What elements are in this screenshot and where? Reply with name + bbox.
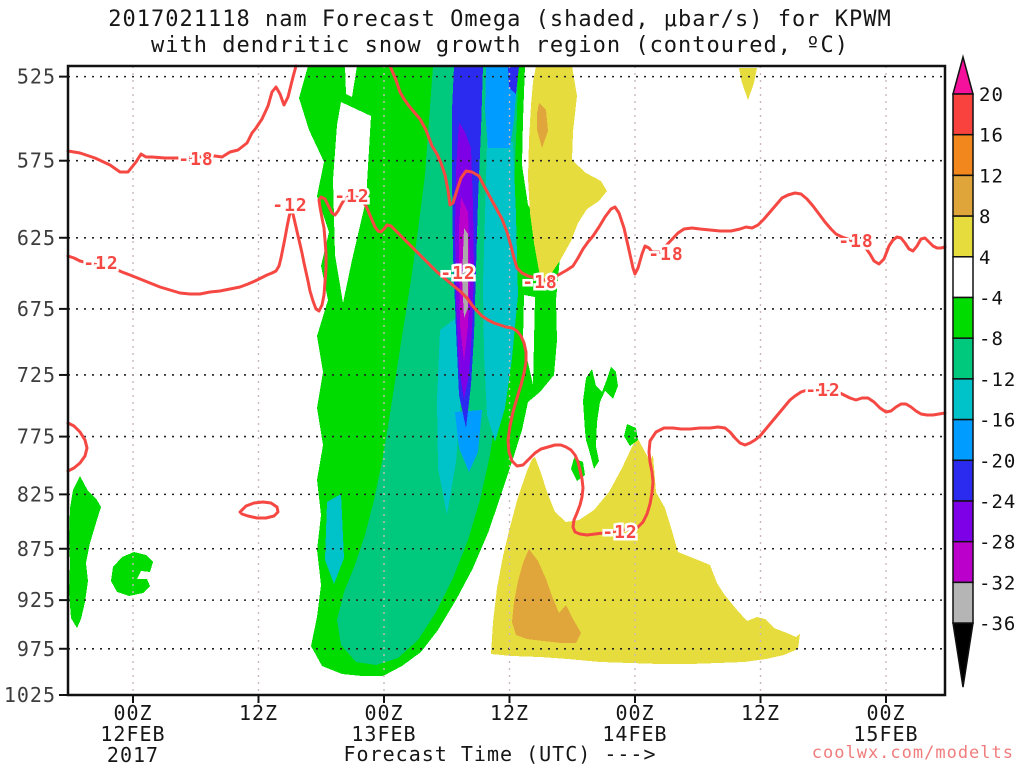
colorbar-label: 20 [979, 84, 1004, 106]
green-pocket-mid [583, 367, 618, 469]
shaded-omega-field [69, 66, 800, 676]
chart-title-line1: 2017021118 nam Forecast Omega (shaded, μ… [108, 7, 891, 32]
x-tick-time-label: 12Z [741, 701, 780, 725]
contour-label: -12 [440, 263, 476, 284]
cyan-streak-bottom [325, 494, 344, 584]
x-tick-time-label: 00Z [364, 701, 403, 725]
orange-sliver-upper [537, 103, 548, 148]
x-tick-date-label: 15FEB [853, 722, 918, 746]
colorbar-segment [952, 174, 974, 217]
colorbar: 20 16 12 8 4 -4 -8 -12 -16 -20 -24 -28 -32 -36 [952, 54, 1016, 688]
contour-label: -12 [272, 195, 308, 216]
x-tick-date-label: 14FEB [602, 722, 667, 746]
x-tick-date-label: 13FEB [351, 722, 416, 746]
chart-title-line2: with dendritic snow growth region (conto… [151, 33, 849, 58]
colorbar-label: -32 [979, 572, 1016, 594]
x-tick-time-label: 00Z [615, 701, 654, 725]
yellow-lower-region [491, 437, 800, 664]
green-sliver-1 [624, 424, 638, 446]
colorbar-segment [952, 378, 974, 421]
contour-label: -18 [522, 272, 558, 293]
x-tick-time-label: 00Z [866, 701, 905, 725]
contour-label: -18 [648, 244, 684, 265]
colorbar-segment [952, 500, 974, 543]
y-tick-label: 975 [17, 637, 56, 661]
colorbar-label: -12 [979, 369, 1016, 391]
azure-tail [455, 410, 482, 472]
colorbar-label: 8 [979, 206, 991, 228]
colorbar-under-arrow [952, 622, 974, 688]
colorbar-label: -4 [979, 288, 1004, 310]
colorbar-label: -36 [979, 613, 1016, 635]
y-tick-label: 1025 [4, 683, 56, 707]
contour-label: -12 [83, 253, 119, 274]
colorbar-over-arrow [952, 54, 974, 95]
colorbar-segment [952, 581, 974, 624]
colorbar-label: -8 [979, 328, 1004, 350]
colorbar-segment [952, 459, 974, 502]
yellow-upper-region [528, 66, 607, 287]
y-tick-label: 575 [17, 149, 56, 173]
contour-label: -12 [805, 380, 841, 401]
colorbar-segment [952, 296, 974, 339]
plot-border [66, 64, 947, 697]
y-tick-label: 875 [17, 537, 56, 561]
y-tick-label: 925 [17, 588, 56, 612]
contour-label: -12 [602, 522, 638, 543]
colorbar-label: 16 [979, 125, 1004, 147]
y-tick-label: 725 [17, 363, 56, 387]
x-tick-time-label: 12Z [239, 701, 278, 725]
contour-minus12-closed-oval [238, 500, 280, 520]
x-tick-year-label: 2017 [107, 743, 159, 767]
colorbar-label: -24 [979, 491, 1016, 513]
blue-streak-top [508, 66, 519, 94]
y-tick-label: 525 [17, 65, 56, 89]
green-pocket-left-tall [69, 476, 101, 628]
green-pocket-left-small [111, 552, 153, 596]
contour-minus12-left-bump [66, 421, 89, 473]
contour-minus12 [66, 194, 947, 537]
colorbar-label: -20 [979, 450, 1016, 472]
yellow-top-right-blob [739, 68, 757, 100]
watermark: coolwx.com/modelts [812, 743, 1014, 763]
colorbar-segment [952, 215, 974, 258]
x-tick-date-label: 12FEB [100, 722, 165, 746]
contour-label: -12 [334, 186, 370, 207]
colorbar-label: -16 [979, 410, 1016, 432]
x-axis-title: Forecast Time (UTC) ---> [344, 742, 657, 766]
colorbar-segment [952, 418, 974, 462]
y-tick-label: 775 [17, 425, 56, 449]
pressure-axis-ticks: 525 575 625 675 725 775 825 875 925 975 1025 [4, 65, 68, 707]
temperature-contours [66, 64, 947, 537]
contour-labels: -18 -18 -18 -18 -12 -12 -12 -12 -12 -12 [81, 147, 876, 546]
colorbar-segment [952, 337, 974, 380]
cyan-streak-left [437, 318, 461, 515]
x-tick-time-label: 12Z [490, 701, 529, 725]
colorbar-label: -28 [979, 532, 1016, 554]
colorbar-segment [952, 256, 974, 299]
contour-minus18 [66, 64, 947, 282]
colorbar-segment [952, 93, 974, 136]
y-tick-label: 675 [17, 297, 56, 321]
contour-label: -18 [178, 149, 214, 170]
x-tick-time-label: 00Z [113, 701, 152, 725]
colorbar-segment [952, 540, 974, 584]
colorbar-segment [952, 133, 974, 177]
orange-blob-lower [512, 549, 581, 643]
contour-label: -18 [838, 231, 874, 252]
y-tick-label: 625 [17, 226, 56, 250]
colorbar-label: 4 [979, 247, 991, 269]
y-tick-label: 825 [17, 482, 56, 506]
colorbar-label: 12 [979, 165, 1004, 187]
